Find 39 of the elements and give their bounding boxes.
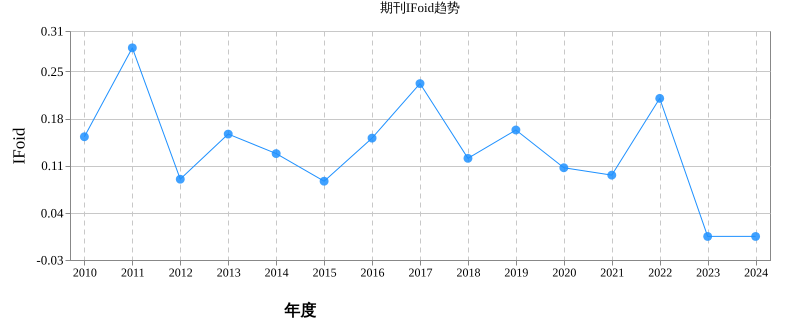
point xyxy=(751,232,760,241)
y-tick-label: 0.04 xyxy=(40,205,64,220)
x-tick-label: 2014 xyxy=(264,266,289,280)
x-tick-label: 2016 xyxy=(360,266,385,280)
point xyxy=(607,170,616,180)
y-tick-label: 0.11 xyxy=(41,158,64,174)
chart-title: 期刊IFoid趋势 xyxy=(380,0,460,15)
point xyxy=(559,163,568,172)
point xyxy=(703,232,712,241)
x-tick-label: 2020 xyxy=(552,266,576,280)
point xyxy=(80,132,89,142)
point xyxy=(320,176,329,186)
y-tick-label: 0.25 xyxy=(40,64,64,79)
x-tick-label: 2015 xyxy=(312,266,337,280)
point xyxy=(416,79,424,88)
y-tick-label: 0.31 xyxy=(40,24,64,38)
point xyxy=(272,149,281,158)
x-axis-title: 年度 xyxy=(284,300,316,320)
x-tick-label: 2024 xyxy=(744,266,768,280)
x-tick-label: 2010 xyxy=(72,266,97,280)
x-tick-label: 2019 xyxy=(504,266,528,280)
x-tick-label: 2013 xyxy=(216,266,241,280)
x-tick-label: 2021 xyxy=(600,266,624,280)
point xyxy=(224,130,233,139)
point xyxy=(128,43,137,52)
point xyxy=(176,174,185,184)
point xyxy=(368,134,377,143)
y-axis-title: IFoid xyxy=(9,127,28,164)
x-tick-label: 2018 xyxy=(456,266,480,280)
point xyxy=(463,154,472,163)
x-tick-label: 2012 xyxy=(168,266,193,280)
point xyxy=(511,126,520,134)
y-tick-label: -0.03 xyxy=(36,252,64,268)
point xyxy=(655,94,664,103)
y-tick-label: 0.18 xyxy=(40,111,64,126)
x-tick-label: 2017 xyxy=(408,266,432,280)
x-tick-label: 2011 xyxy=(121,266,145,280)
x-tick-label: 2022 xyxy=(648,266,672,280)
x-tick-label: 2023 xyxy=(696,266,720,280)
